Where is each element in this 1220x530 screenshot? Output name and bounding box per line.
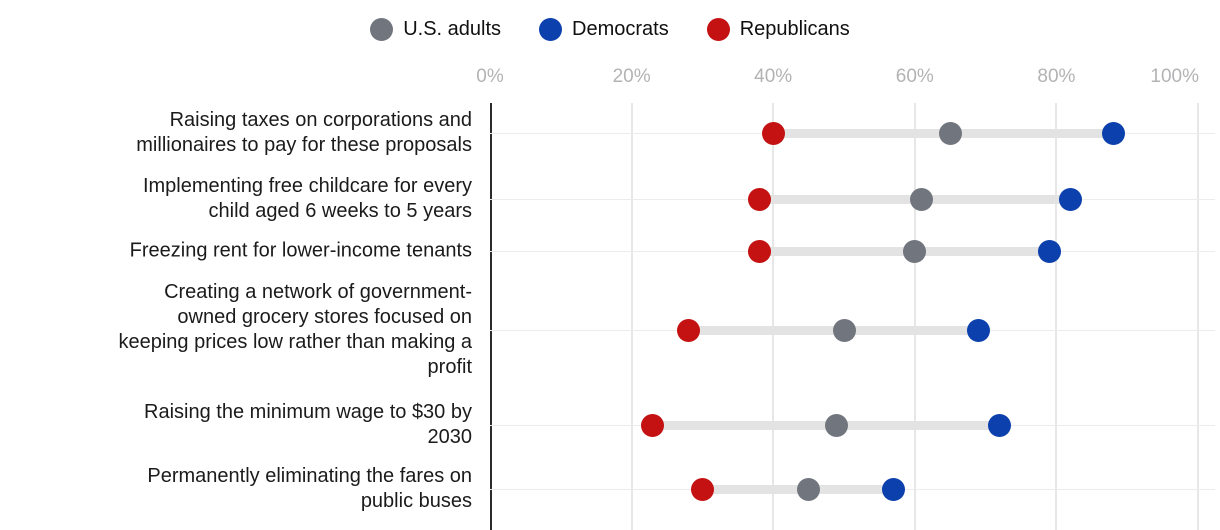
legend-item-republicans: Republicans — [706, 17, 850, 41]
category-label-line: 2030 — [427, 426, 473, 448]
x-axis-tick-label: 20% — [612, 66, 651, 87]
category-label-line: Implementing free childcare for every — [142, 175, 472, 197]
vertical-gridline — [772, 103, 775, 530]
vertical-gridline — [1197, 103, 1199, 530]
x-axis-tick-label: 40% — [754, 66, 793, 87]
chart-legend: U.S. adults Democrats Republicans — [0, 12, 1220, 46]
category-label-line: keeping prices low rather than making a — [118, 331, 472, 353]
x-axis-labels: 0% 20% 40% 60% 80% 100% — [476, 66, 1215, 96]
republicans-dot — [747, 187, 771, 211]
x-axis-tick-label: 100% — [1150, 66, 1199, 87]
legend-dot-icon — [706, 17, 730, 41]
category-label: Creating a network of government-owned g… — [0, 280, 472, 380]
category-label-line: Freezing rent for lower-income tenants — [129, 239, 472, 262]
legend-item-democrats: Democrats — [539, 17, 669, 41]
category-label-line: owned grocery stores focused on — [177, 306, 472, 328]
republicans-dot — [761, 121, 785, 145]
democrats-dot — [1059, 187, 1083, 211]
category-label: Raising taxes on corporations and million… — [0, 108, 472, 158]
vertical-gridline — [913, 103, 916, 530]
x-axis-tick-label: 0% — [476, 66, 504, 87]
x-axis-tick-label: 60% — [895, 66, 934, 87]
legend-label: Democrats — [572, 17, 669, 40]
category-label-line: Creating a network of government- — [164, 281, 472, 303]
category-label-line: profit — [427, 356, 472, 378]
category-label: Implementing free childcare for every chi… — [0, 174, 472, 224]
category-label: Permanently eliminating the fares on publ… — [0, 464, 472, 514]
legend-item-u-s-adults: U.S. adults — [370, 17, 502, 41]
us-adults-dot — [832, 318, 856, 342]
republicans-dot — [641, 413, 665, 437]
category-label-line: Raising the minimum wage to $30 by — [144, 401, 472, 423]
vertical-gridline — [1055, 103, 1058, 530]
us-adults-dot — [797, 477, 821, 501]
legend-dot-icon — [370, 17, 394, 41]
category-label-line: child aged 6 weeks to 5 years — [208, 200, 473, 222]
republicans-dot — [747, 239, 771, 263]
y-axis-line — [490, 103, 492, 530]
democrats-dot — [1037, 239, 1061, 263]
x-axis-tick-label: 80% — [1037, 66, 1076, 87]
plot-area — [490, 103, 1215, 530]
us-adults-dot — [910, 187, 934, 211]
democrats-dot — [1101, 121, 1125, 145]
category-label: Freezing rent for lower-income tenants — [0, 239, 472, 264]
us-adults-dot — [903, 239, 927, 263]
vertical-gridline — [630, 103, 633, 530]
democrats-dot — [988, 413, 1012, 437]
category-label-line: Raising taxes on corporations and — [169, 109, 472, 131]
category-label-line: millionaires to pay for these proposals — [136, 134, 472, 156]
us-adults-dot — [938, 121, 962, 145]
us-adults-dot — [825, 413, 849, 437]
democrats-dot — [882, 477, 906, 501]
legend-dot-icon — [539, 17, 563, 41]
category-label-line: public buses — [360, 490, 472, 512]
republicans-dot — [676, 318, 700, 342]
legend-label: U.S. adults — [403, 17, 502, 40]
legend-label: Republicans — [739, 17, 850, 40]
democrats-dot — [967, 318, 991, 342]
category-label: Raising the minimum wage to $30 by 2030 — [0, 400, 472, 450]
republicans-dot — [690, 477, 714, 501]
category-label-line: Permanently eliminating the fares on — [147, 465, 472, 487]
